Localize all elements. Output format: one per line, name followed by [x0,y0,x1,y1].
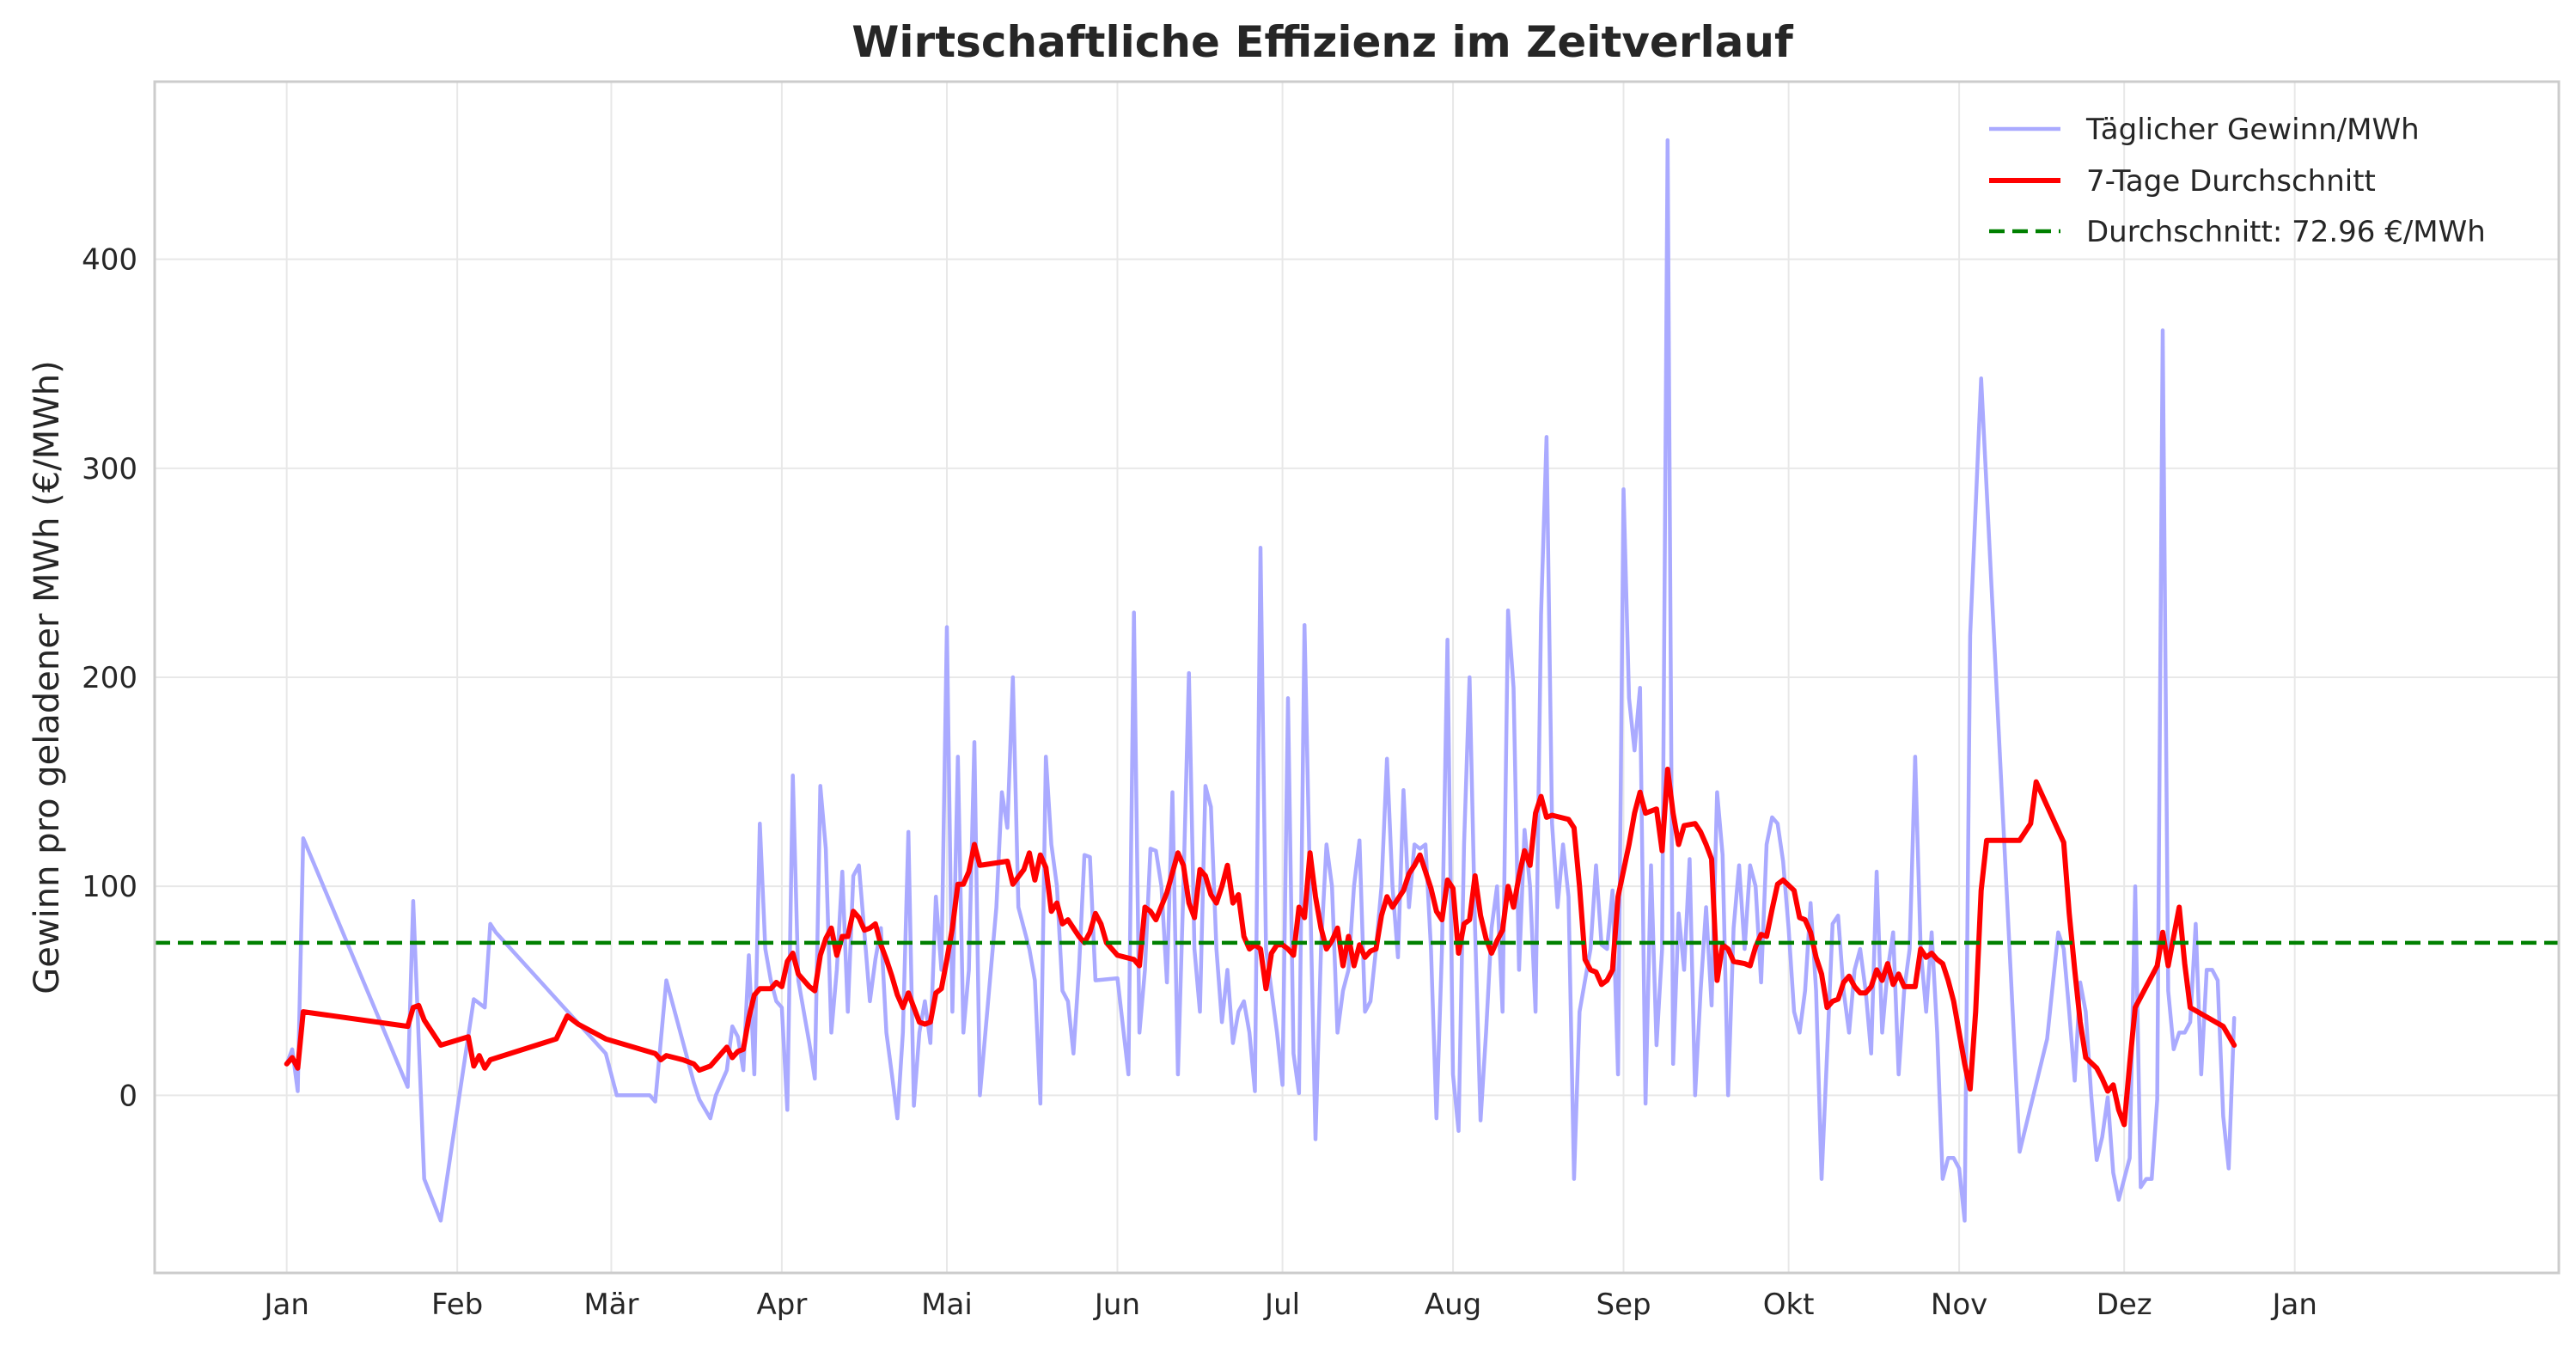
x-tick-label: Jul [1263,1288,1300,1322]
y-axis-ticks: 0 100 200 300 400 [82,243,137,1114]
x-tick-label: Apr [756,1288,807,1322]
y-tick-label: 0 [119,1079,137,1113]
x-axis-ticks: Jan Feb Mär Apr Mai Jun Jul Aug Sep Okt Nov Dez Jan [262,1288,2317,1322]
x-tick-label: Mär [583,1288,638,1322]
plot-area [155,138,2559,1223]
legend-label-daily: Täglicher Gewinn/MWh [2085,113,2420,147]
x-tick-label: Feb [431,1288,483,1322]
x-tick-label: Sep [1596,1288,1651,1322]
y-tick-label: 400 [82,243,137,278]
y-axis-label: Gewinn pro geladener MWh (€/MWh) [27,360,67,994]
y-tick-label: 300 [82,452,137,486]
x-tick-label: Jan [2270,1288,2317,1322]
x-tick-label: Nov [1931,1288,1987,1322]
legend-label-mean: Durchschnitt: 72.96 €/MWh [2086,215,2486,249]
daily-profit-line [284,138,2237,1223]
y-tick-label: 100 [82,870,137,904]
x-tick-label: Jun [1093,1288,1140,1322]
y-tick-label: 200 [82,661,137,695]
legend-label-rolling: 7-Tage Durchschnitt [2086,164,2376,199]
legend: Täglicher Gewinn/MWh 7-Tage Durchschnitt… [1989,113,2486,249]
x-tick-label: Dez [2097,1288,2152,1322]
x-tick-label: Jan [262,1288,308,1322]
x-tick-label: Aug [1425,1288,1481,1322]
plot-frame [153,80,2561,1275]
chart-title: Wirtschaftliche Effizienz im Zeitverlauf [852,17,1794,67]
x-tick-label: Mai [921,1288,973,1322]
x-tick-label: Okt [1763,1288,1815,1322]
